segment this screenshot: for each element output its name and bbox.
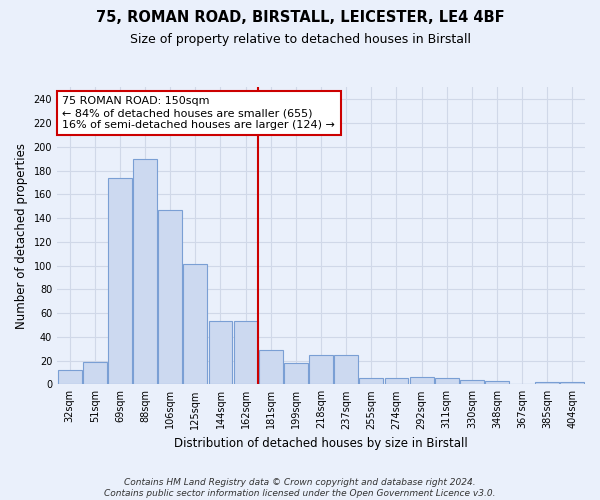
Text: Size of property relative to detached houses in Birstall: Size of property relative to detached ho… [130, 32, 470, 46]
Bar [83, 362, 107, 384]
Bar [385, 378, 409, 384]
Bar [435, 378, 458, 384]
Bar [58, 370, 82, 384]
Bar [309, 354, 333, 384]
Bar [359, 378, 383, 384]
Bar [184, 264, 207, 384]
Text: Contains HM Land Registry data © Crown copyright and database right 2024.
Contai: Contains HM Land Registry data © Crown c… [104, 478, 496, 498]
Bar [560, 382, 584, 384]
Bar [133, 158, 157, 384]
Text: 75 ROMAN ROAD: 150sqm
← 84% of detached houses are smaller (655)
16% of semi-det: 75 ROMAN ROAD: 150sqm ← 84% of detached … [62, 96, 335, 130]
Bar [209, 322, 232, 384]
Bar [410, 377, 434, 384]
X-axis label: Distribution of detached houses by size in Birstall: Distribution of detached houses by size … [174, 437, 468, 450]
Bar [535, 382, 559, 384]
Bar [259, 350, 283, 384]
Bar [334, 354, 358, 384]
Y-axis label: Number of detached properties: Number of detached properties [15, 143, 28, 329]
Text: 75, ROMAN ROAD, BIRSTALL, LEICESTER, LE4 4BF: 75, ROMAN ROAD, BIRSTALL, LEICESTER, LE4… [95, 10, 505, 25]
Bar [108, 178, 132, 384]
Bar [485, 380, 509, 384]
Bar [284, 363, 308, 384]
Bar [233, 322, 257, 384]
Bar [158, 210, 182, 384]
Bar [460, 380, 484, 384]
